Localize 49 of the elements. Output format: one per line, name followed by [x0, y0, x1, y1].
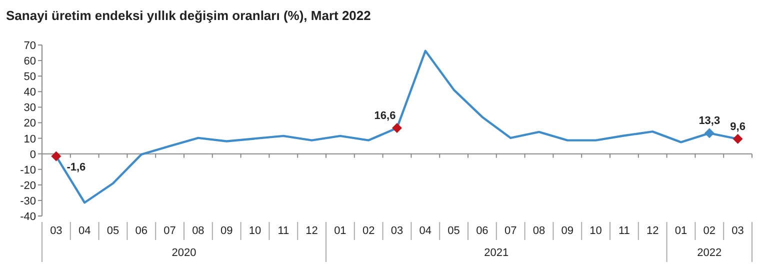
point [51, 151, 62, 162]
y-tick-label: -30 [20, 195, 36, 208]
text: 2021 [484, 247, 509, 259]
data-label: -1,6 [66, 161, 86, 174]
chart-title: Sanayi üretim endeksi yıllık değişim oranları (%), Mart 2022 [6, 8, 371, 23]
data-label: 9,6 [730, 120, 746, 133]
y-tick-label: -40 [20, 211, 36, 223]
x-tick-label: 04 [78, 225, 91, 237]
x-tick-label: 07 [504, 225, 517, 237]
x-tick-label: 03 [50, 225, 62, 237]
y-tick-label: 0 [30, 148, 36, 161]
text: 2022 [697, 247, 722, 259]
y-tick-label: 20 [24, 118, 36, 130]
x-tick-label: 09 [220, 225, 233, 237]
x-tick-label: 08 [532, 225, 546, 237]
x-tick-label: 06 [135, 225, 148, 237]
x-tick-label: 01 [334, 225, 346, 237]
x-tick-label: 02 [703, 225, 716, 237]
x-tick-label: 11 [618, 225, 630, 237]
x-tick-label: 08 [192, 225, 204, 237]
y-tick-label: -20 [20, 180, 36, 192]
y-tick-label: 50 [24, 71, 36, 84]
point [732, 134, 743, 144]
x-tick-label: 07 [164, 225, 176, 237]
x-tick-label: 06 [476, 225, 488, 237]
point [704, 128, 714, 138]
x-tick-label: 12 [646, 225, 659, 237]
y-tick-label: 30 [24, 102, 36, 114]
x-tick-label: 12 [306, 225, 318, 237]
y-tick-label: 10 [24, 133, 36, 146]
y-tick-label: 60 [24, 56, 36, 68]
x-tick-label: 09 [561, 225, 574, 237]
x-tick-label: 11 [278, 225, 290, 237]
x-tick-label: 02 [362, 225, 375, 237]
x-tick-label: 05 [106, 225, 120, 237]
y-tick-label: 70 [24, 40, 36, 52]
y-tick-label: -10 [20, 164, 36, 176]
x-tick-label: 10 [248, 225, 262, 237]
point [392, 123, 402, 134]
x-tick-label: 05 [448, 225, 460, 237]
x-tick-label: 01 [674, 225, 688, 237]
y-tick-label: 40 [24, 86, 36, 99]
x-tick-label: 10 [590, 225, 602, 237]
x-tick-label: 04 [419, 225, 432, 237]
x-tick-label: 03 [732, 225, 744, 237]
data-label: 13,3 [698, 115, 720, 128]
text: 2020 [172, 247, 196, 259]
x-tick-label: 03 [390, 225, 404, 237]
data-label: 16,6 [374, 110, 396, 122]
